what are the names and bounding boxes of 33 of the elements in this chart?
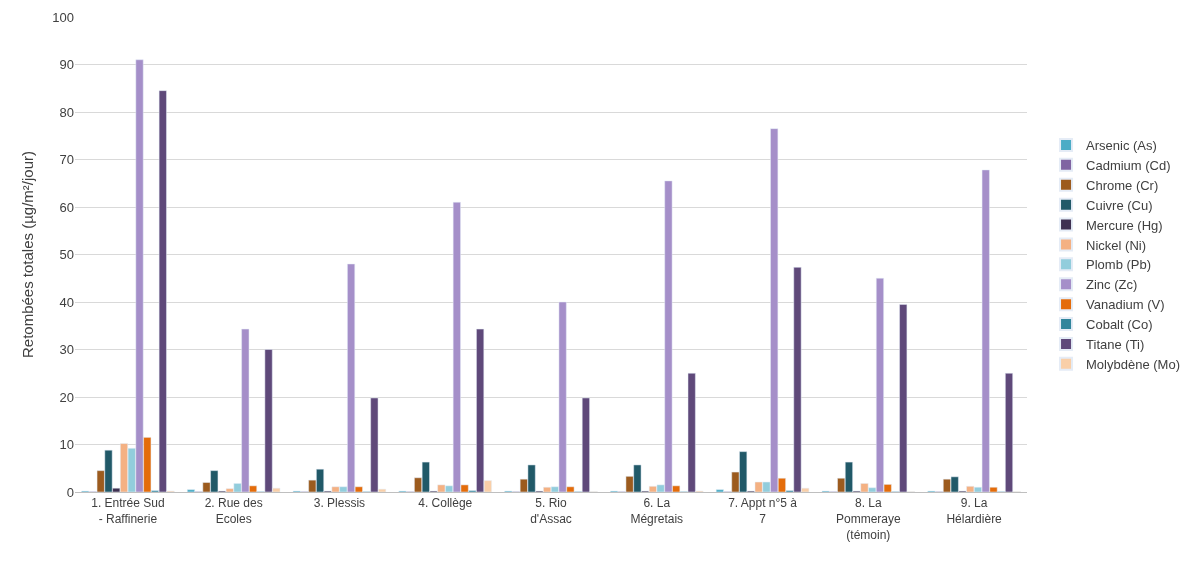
legend-label: Vanadium (V) — [1086, 297, 1165, 313]
y-tick-label: 20 — [59, 389, 74, 405]
x-tick-label: 8. La Pommeraye (témoin) — [835, 496, 901, 542]
y-tick-label: 100 — [52, 9, 74, 25]
legend-label: Molybdène (Mo) — [1086, 356, 1180, 372]
y-tick-label: 30 — [59, 342, 74, 358]
y-tick-label: 0 — [66, 484, 74, 500]
x-tick-label: 4. Collège — [418, 496, 473, 511]
legend-label: Plomb (Pb) — [1086, 257, 1152, 273]
legend-label: Zinc (Zc) — [1086, 277, 1138, 293]
legend-label: Arsenic (As) — [1086, 138, 1157, 154]
x-tick-label: 9. La Hélardière — [946, 496, 1003, 526]
legend-label: Titane (Ti) — [1086, 337, 1145, 353]
x-tick-label: 2. Rue des Ecoles — [204, 496, 263, 526]
y-tick-label: 60 — [59, 199, 74, 215]
legend-label: Cadmium (Cd) — [1086, 157, 1171, 173]
y-tick-label: 50 — [59, 247, 74, 263]
legend-label: Mercure (Hg) — [1086, 217, 1163, 233]
x-tick-label: 7. Appt n°5 à 7 — [728, 496, 798, 526]
y-tick-label: 40 — [59, 294, 74, 310]
legend-label: Cobalt (Co) — [1086, 317, 1153, 333]
y-tick-label: 80 — [59, 104, 74, 120]
x-tick-label: 1. Entrée Sud - Raffinerie — [91, 496, 165, 526]
legend-label: Nickel (Ni) — [1086, 237, 1146, 253]
legend-label: Chrome (Cr) — [1086, 177, 1159, 193]
y-tick-label: 10 — [59, 437, 74, 453]
y-tick-label: 90 — [59, 57, 74, 73]
legend-label: Cuivre (Cu) — [1086, 197, 1153, 213]
x-tick-label: 6. La Mégretais — [630, 496, 684, 526]
y-tick-label: 70 — [59, 152, 74, 168]
x-tick-label: 3. Plessis — [313, 496, 366, 511]
y-axis-title: Retombées totales (µg/m²/jour) — [18, 150, 36, 359]
x-tick-label: 5. Rio d'Assac — [530, 496, 572, 526]
